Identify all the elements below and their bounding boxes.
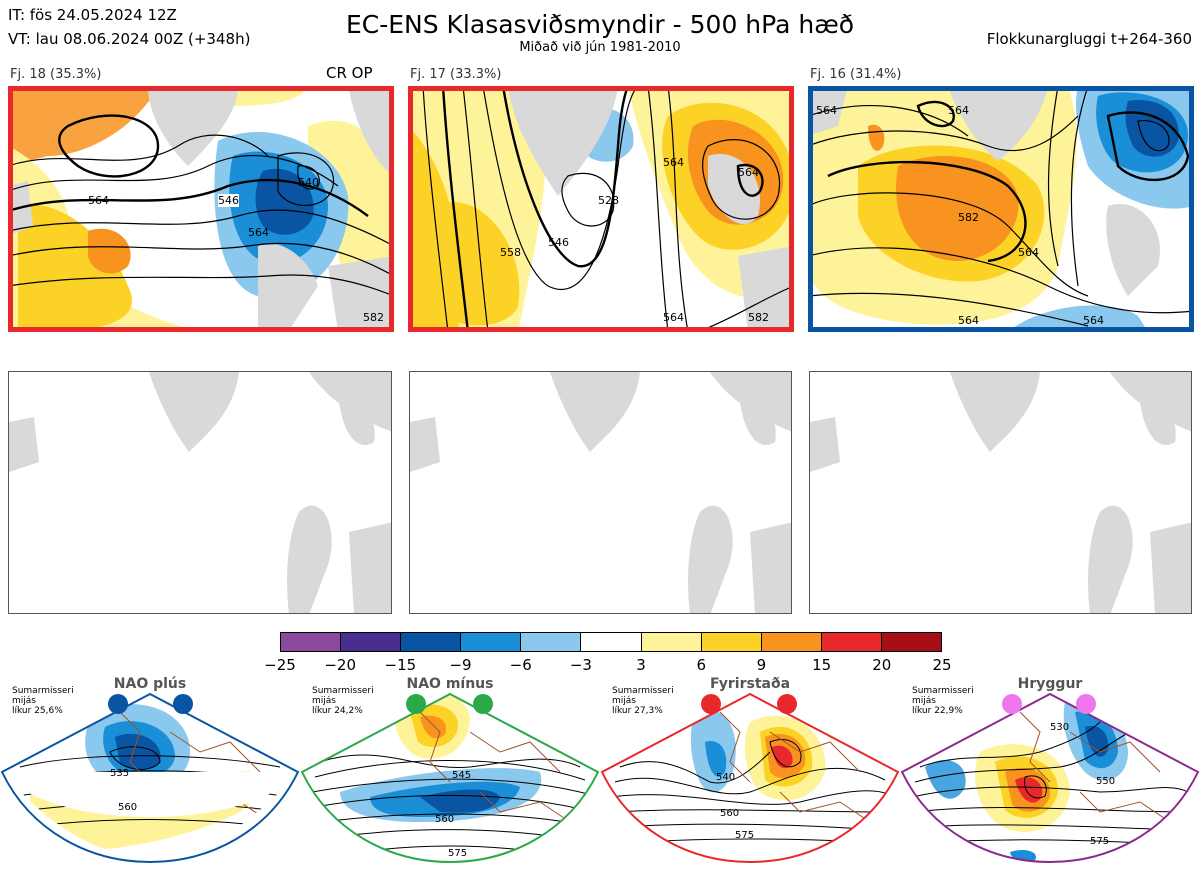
- contour-label: 564: [1018, 246, 1039, 259]
- contour-label: 545: [452, 770, 472, 781]
- colorbar-tick-label: 9: [756, 656, 767, 674]
- colorbar-tick-label: 6: [696, 656, 707, 674]
- contour-label: 528: [598, 194, 619, 207]
- contour-label: 575: [1090, 836, 1110, 847]
- cluster-1-marker: CR OP: [326, 64, 373, 82]
- colorbar-tick-label: −25: [264, 656, 296, 674]
- classification-window: Flokkunargluggi t+264-360: [986, 30, 1192, 48]
- page-subtitle: Miðað við jún 1981-2010: [519, 40, 681, 55]
- regime-note: Sumarmisseri mijás líkur 22,9%: [912, 686, 974, 716]
- colorbar-tick-label: 3: [636, 656, 646, 674]
- contour-label: 546: [548, 236, 569, 249]
- colorbar-segment: [581, 633, 642, 651]
- colorbar-segment: [881, 633, 942, 651]
- contour-label: 582: [958, 211, 979, 224]
- contour-label: 560: [435, 814, 455, 825]
- regime-title: NAO plús: [113, 676, 187, 692]
- contour-label: 546: [218, 194, 239, 207]
- colorbar-tick-label: 15: [812, 656, 832, 674]
- regime-nao-plus[interactable]: NAO plús Sumarmisseri mijás líkur 25,6% 53…: [0, 672, 300, 871]
- cluster-3-frame: [808, 86, 1194, 332]
- colorbar-tick-label: −15: [384, 656, 417, 674]
- contour-label: 540: [716, 772, 736, 783]
- regime-title: Fyrirstaða: [709, 676, 791, 692]
- contour-label: 575: [448, 848, 468, 859]
- cluster-1-label: Fj. 18 (35.3%): [10, 67, 102, 82]
- contour-label: 560: [118, 802, 138, 813]
- contour-label: 564: [1083, 314, 1104, 327]
- contour-label: 530: [1050, 722, 1070, 733]
- regime-nao-minus[interactable]: NAO mínus Sumarmisseri mijás líkur 24,2% 5…: [300, 672, 600, 871]
- colorbar-tick-label: 25: [932, 656, 952, 674]
- colorbar-segment: [821, 633, 882, 651]
- cluster-2-map[interactable]: 528 546 558 564 564 564 582: [408, 86, 794, 332]
- colorbar-segment: [521, 633, 582, 651]
- colorbar-segment: [341, 633, 402, 651]
- colorbar-segment: [761, 633, 822, 651]
- cluster-3-map[interactable]: 564 564 582 564 564 564: [808, 86, 1194, 332]
- colorbar-tick-label: −3: [569, 656, 592, 674]
- regime-title: Hryggur: [1017, 676, 1083, 692]
- regime-note: Sumarmisseri mijás líkur 25,6%: [12, 686, 74, 716]
- contour-label: 564: [663, 156, 684, 169]
- cluster-3-label: Fj. 16 (31.4%): [810, 67, 902, 82]
- regime-note: Sumarmisseri mijás líkur 24,2%: [312, 686, 374, 716]
- blank-map-1: [8, 371, 392, 614]
- blank-map-3: [809, 371, 1192, 614]
- cluster-1-map[interactable]: 546 564 540 564 582: [8, 86, 394, 332]
- colorbar-segment: [641, 633, 702, 651]
- colorbar-segment: [461, 633, 522, 651]
- colorbar-segment: [401, 633, 462, 651]
- page-title: EC-ENS Klasasviðsmyndir - 500 hPa hæð: [345, 10, 855, 39]
- contour-label: 560: [720, 808, 740, 819]
- colorbar-segment: [701, 633, 762, 651]
- colorbar-segment: [281, 633, 342, 651]
- contour-label: 564: [948, 104, 969, 117]
- contour-label: 564: [248, 226, 269, 239]
- contour-label: 564: [958, 314, 979, 327]
- contour-label: 564: [88, 194, 109, 207]
- blank-map-2: [409, 371, 792, 614]
- contour-label: 535: [110, 768, 130, 779]
- contour-label: 564: [816, 104, 837, 117]
- colorbar-tick-label: 20: [872, 656, 892, 674]
- contour-label: 550: [1096, 776, 1116, 787]
- valid-time: VT: lau 08.06.2024 00Z (+348h): [8, 30, 251, 48]
- colorbar-tick-label: −9: [449, 656, 472, 674]
- colorbar-tick-label: −6: [509, 656, 532, 674]
- contour-label: 582: [363, 311, 384, 324]
- contour-label: 558: [500, 246, 521, 259]
- contour-label: 564: [663, 311, 684, 324]
- contour-label: 564: [738, 166, 759, 179]
- init-time: IT: fös 24.05.2024 12Z: [8, 6, 177, 24]
- regime-title: NAO mínus: [406, 676, 494, 692]
- contour-label: 575: [735, 830, 755, 841]
- cluster-2-label: Fj. 17 (33.3%): [410, 67, 502, 82]
- cluster-2-frame: [408, 86, 794, 332]
- cluster-1-frame: [8, 86, 394, 332]
- anomaly-colorbar: [280, 632, 942, 652]
- colorbar-tick-label: −20: [324, 656, 356, 674]
- regime-blocking[interactable]: Fyrirstaða Sumarmisseri mijás líkur 27,3% …: [600, 672, 900, 871]
- regime-note: Sumarmisseri mijás líkur 27,3%: [612, 686, 674, 716]
- regime-ridge[interactable]: Hryggur Sumarmisseri mijás líkur 22,9% 530…: [900, 672, 1200, 871]
- contour-label: 582: [748, 311, 769, 324]
- contour-label: 540: [298, 176, 319, 189]
